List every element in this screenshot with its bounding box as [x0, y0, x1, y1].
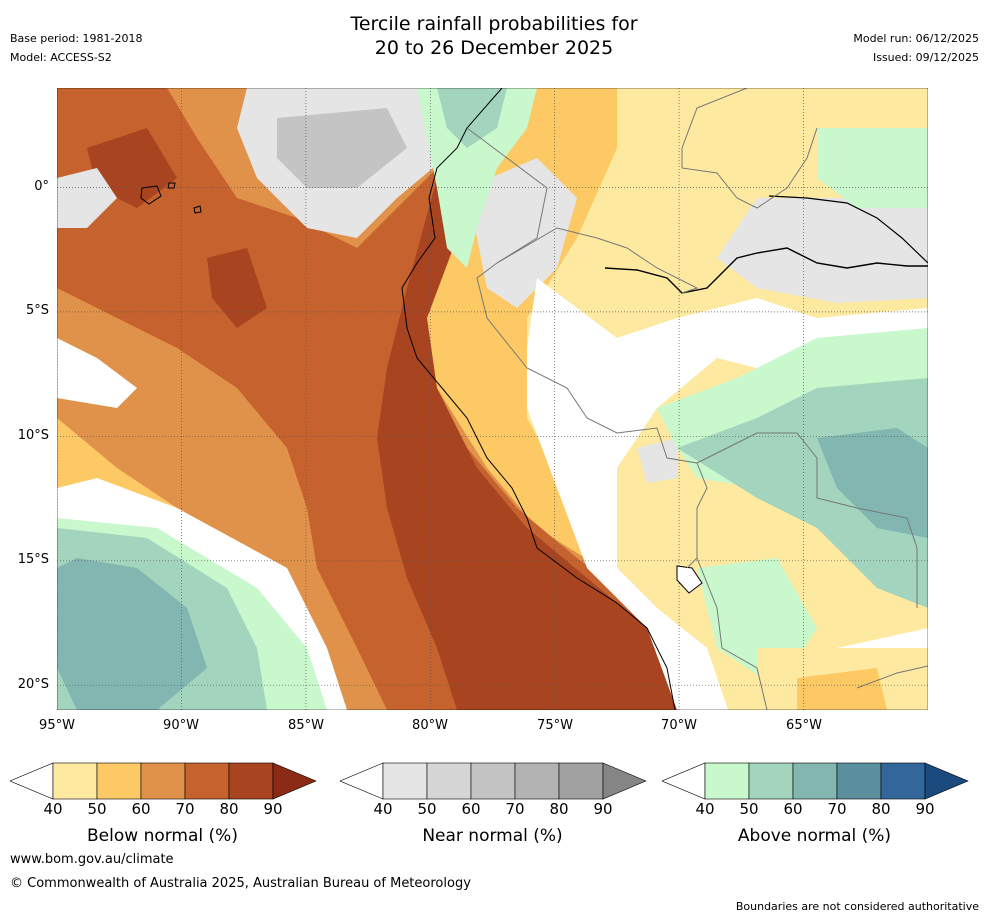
probability-map: [57, 88, 928, 710]
lon-label-70w: 70°W: [661, 718, 697, 733]
colorbar-segment: [514, 762, 560, 800]
footer-url: www.bom.gov.au/climate: [10, 852, 174, 867]
below-60-region: [797, 668, 887, 710]
colorbar-extend-low: [662, 762, 706, 800]
lake-titicaca: [676, 565, 703, 594]
colorbar-segment: [96, 762, 142, 800]
galapagos-islands: [140, 182, 202, 214]
colorbar-extend-low: [10, 762, 54, 800]
colorbar-above-normal: [662, 762, 969, 800]
lat-label-5s: 5°S: [25, 303, 49, 318]
colorbar-tick-label: 80: [549, 800, 569, 818]
colorbar-tick-label: 70: [827, 800, 847, 818]
colorbar-segment: [704, 762, 750, 800]
lon-label-65w: 65°W: [786, 718, 822, 733]
colorbar-segment: [426, 762, 472, 800]
lon-label-90w: 90°W: [163, 718, 199, 733]
gridlines: [57, 88, 928, 710]
colorbar-segment: [140, 762, 186, 800]
lon-label-75w: 75°W: [537, 718, 573, 733]
colorbar-tick-label: 60: [461, 800, 481, 818]
colorbar-title-near: Near normal (%): [422, 826, 563, 846]
lon-label-95w: 95°W: [39, 718, 75, 733]
footer-copyright: © Commonwealth of Australia 2025, Austra…: [10, 876, 471, 891]
colorbar-tick-label: 50: [739, 800, 759, 818]
colorbar-segment: [184, 762, 230, 800]
below-80-region: [377, 178, 677, 710]
colorbar-segment: [52, 762, 98, 800]
coastline: [401, 88, 676, 710]
near-50-region: [57, 168, 117, 228]
lon-label-85w: 85°W: [288, 718, 324, 733]
lat-label-0: 0°: [34, 179, 49, 194]
colorbar-tick-label: 90: [593, 800, 613, 818]
near-50-region: [637, 438, 677, 483]
lon-label-80w: 80°W: [412, 718, 448, 733]
colorbar-extend-high: [602, 762, 647, 800]
above-50-region: [417, 88, 537, 268]
above-70-region: [57, 558, 207, 710]
model-name: Model: ACCESS-S2: [10, 51, 112, 64]
colorbar-segment: [880, 762, 926, 800]
colorbar-below-normal: [10, 762, 317, 800]
near-60-region: [277, 108, 407, 188]
title-line-1: Tercile rainfall probabilities for: [350, 13, 638, 35]
below-80-region: [207, 248, 267, 328]
near-50-region: [717, 198, 928, 303]
colorbar-segment: [382, 762, 428, 800]
colorbar-tick-label: 50: [87, 800, 107, 818]
neutral-region: [527, 278, 928, 710]
lat-label-10s: 10°S: [17, 428, 49, 443]
above-70-region: [817, 428, 928, 538]
lat-label-15s: 15°S: [17, 552, 49, 567]
colorbar-tick-label: 50: [417, 800, 437, 818]
colorbar-segment: [228, 762, 274, 800]
colorbar-tick-label: 60: [783, 800, 803, 818]
near-50-region: [467, 158, 577, 308]
colorbar-tick-label: 60: [131, 800, 151, 818]
amazon-river: [604, 247, 928, 294]
colorbar-extend-low: [340, 762, 384, 800]
neutral-region: [57, 338, 137, 408]
colorbar-title-above: Above normal (%): [737, 826, 892, 846]
colorbar-tick-label: 80: [219, 800, 239, 818]
colorbar-near-normal: [340, 762, 647, 800]
colorbar-tick-label: 80: [871, 800, 891, 818]
colorbar-tick-label: 40: [373, 800, 393, 818]
colorbar-tick-label: 40: [43, 800, 63, 818]
colorbar-segment: [470, 762, 516, 800]
colorbar-segment: [558, 762, 604, 800]
colorbar-tick-label: 70: [175, 800, 195, 818]
colorbar-tick-label: 90: [263, 800, 283, 818]
colorbar-tick-label: 90: [915, 800, 935, 818]
base-period: Base period: 1981-2018: [10, 32, 143, 45]
colorbar-extend-high: [924, 762, 969, 800]
colorbar-extend-high: [272, 762, 317, 800]
lat-label-20s: 20°S: [17, 677, 49, 692]
chart-title: Tercile rainfall probabilities for 20 to…: [0, 12, 988, 60]
colorbar-segment: [748, 762, 794, 800]
issued-date: Issued: 09/12/2025: [872, 51, 979, 64]
river-negro: [768, 195, 928, 264]
colorbar-tick-label: 40: [695, 800, 715, 818]
model-run-date: Model run: 06/12/2025: [853, 32, 979, 45]
colorbar-segment: [836, 762, 882, 800]
above-50-region: [817, 128, 928, 208]
title-line-2: 20 to 26 December 2025: [374, 37, 614, 59]
colorbar-segment: [792, 762, 838, 800]
footer-note: Boundaries are not considered authoritat…: [735, 900, 979, 913]
colorbar-title-below: Below normal (%): [87, 826, 238, 846]
country-borders: [466, 88, 928, 710]
colorbar-tick-label: 70: [505, 800, 525, 818]
